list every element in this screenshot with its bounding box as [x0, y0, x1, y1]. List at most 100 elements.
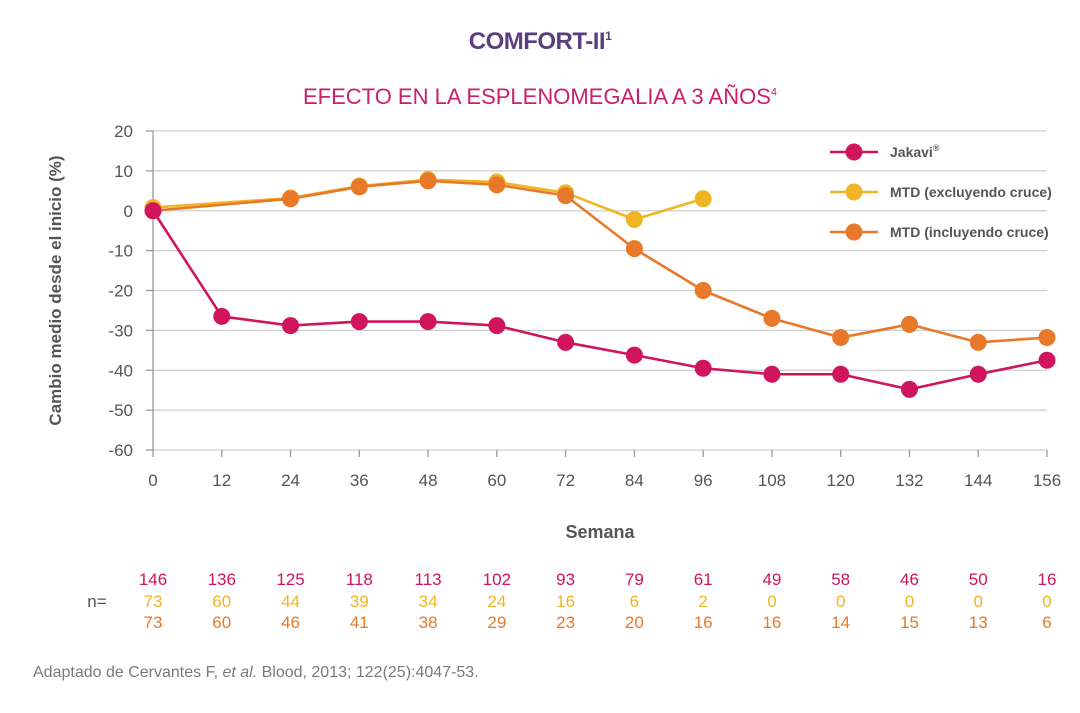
- source-citation-italic: et al.: [222, 664, 258, 681]
- n-table-value: 0: [973, 592, 982, 611]
- n-table-value: 0: [1042, 592, 1051, 611]
- data-point-series-2: [900, 315, 918, 333]
- chart-subtitle: EFECTO EN LA ESPLENOMEGALIA A 3 AÑOS4: [0, 84, 1080, 110]
- source-citation: Adaptado de Cervantes F, et al. Blood, 2…: [33, 664, 479, 682]
- x-tick-label: 72: [556, 471, 575, 490]
- n-table-value: 0: [836, 592, 845, 611]
- data-point-series-0: [350, 313, 368, 331]
- x-tick-label: 144: [964, 471, 992, 490]
- n-table-value: 39: [350, 592, 369, 611]
- n-table-value: 16: [694, 613, 713, 632]
- x-tick-label: 48: [419, 471, 438, 490]
- n-table-value: 60: [212, 613, 231, 632]
- data-point-series-1: [694, 190, 712, 208]
- n-table-value: 38: [419, 613, 438, 632]
- n-table-label: n=: [87, 592, 106, 611]
- n-table-value: 50: [969, 570, 988, 589]
- y-tick-label: -50: [108, 401, 133, 420]
- data-point-series-2: [763, 309, 781, 327]
- n-table-value: 73: [144, 613, 163, 632]
- y-tick-label: 10: [114, 162, 133, 181]
- n-table-value: 93: [556, 570, 575, 589]
- data-point-series-0: [1038, 351, 1056, 369]
- n-table-value: 60: [212, 592, 231, 611]
- data-point-series-0: [144, 202, 162, 220]
- data-point-series-2: [282, 190, 300, 208]
- data-point-series-0: [969, 365, 987, 383]
- y-tick-label: -60: [108, 441, 133, 460]
- x-tick-label: 96: [694, 471, 713, 490]
- n-table-value: 20: [625, 613, 644, 632]
- chart-title: COMFORT-II1: [0, 28, 1080, 56]
- x-tick-label: 24: [281, 471, 300, 490]
- data-point-series-1: [625, 211, 643, 229]
- data-point-series-0: [557, 333, 575, 351]
- x-tick-label: 36: [350, 471, 369, 490]
- n-table-value: 46: [281, 613, 300, 632]
- x-tick-label: 84: [625, 471, 644, 490]
- n-table-value: 15: [900, 613, 919, 632]
- n-table-value: 118: [346, 570, 373, 589]
- data-point-series-2: [625, 240, 643, 258]
- n-table-value: 24: [487, 592, 506, 611]
- n-table-value: 16: [556, 592, 575, 611]
- y-axis-label: Cambio medio desde el inicio (%): [46, 155, 65, 425]
- n-table-value: 73: [144, 592, 163, 611]
- y-tick-label: 20: [114, 122, 133, 141]
- chart-title-text: COMFORT-II: [468, 28, 606, 55]
- n-table-value: 0: [767, 592, 776, 611]
- chart-subtitle-superscript: 4: [770, 86, 778, 99]
- x-tick-label: 12: [212, 471, 231, 490]
- series-line-0: [151, 210, 1048, 391]
- n-table-value: 6: [630, 592, 639, 611]
- n-table-value: 0: [905, 592, 914, 611]
- x-tick-label: 156: [1033, 471, 1061, 490]
- chart-subtitle-text: EFECTO EN LA ESPLENOMEGALIA A 3 AÑOS: [302, 84, 771, 109]
- n-table-value: 41: [350, 613, 369, 632]
- n-table-value: 49: [762, 570, 781, 589]
- legend-marker: [845, 223, 863, 241]
- n-table-value: 113: [415, 570, 442, 589]
- chart-title-superscript: 1: [605, 29, 612, 43]
- n-table-value: 102: [483, 570, 511, 589]
- x-tick-label: 120: [827, 471, 855, 490]
- data-point-series-0: [832, 365, 850, 383]
- data-point-series-2: [1038, 329, 1056, 347]
- legend-marker: [845, 183, 863, 201]
- source-citation-suffix: Blood, 2013; 122(25):4047-53.: [257, 664, 479, 681]
- data-point-series-2: [969, 333, 987, 351]
- y-tick-label: -40: [108, 361, 133, 380]
- data-point-series-0: [282, 317, 300, 335]
- y-tick-label: 0: [124, 202, 133, 221]
- x-tick-label: 132: [895, 471, 923, 490]
- n-table-value: 6: [1042, 613, 1051, 632]
- x-axis-label: Semana: [565, 522, 635, 542]
- n-table-value: 79: [625, 570, 644, 589]
- data-point-series-2: [694, 282, 712, 299]
- source-citation-prefix: Adaptado de Cervantes F,: [33, 664, 223, 681]
- data-point-series-2: [832, 329, 850, 347]
- n-table-value: 58: [831, 570, 850, 589]
- x-tick-label: 60: [487, 471, 506, 490]
- n-table-value: 23: [556, 613, 575, 632]
- n-table-value: 14: [831, 613, 850, 632]
- data-point-series-0: [488, 317, 506, 335]
- n-table-value: 13: [969, 613, 988, 632]
- n-table-value: 2: [698, 592, 707, 611]
- y-tick-label: -30: [108, 321, 133, 340]
- n-table-value: 29: [487, 613, 506, 632]
- legend-label: Jakavi®: [890, 143, 940, 160]
- data-point-series-0: [419, 313, 437, 331]
- n-table-value: 61: [694, 570, 713, 589]
- legend-label: MTD (incluyendo cruce): [890, 224, 1049, 240]
- data-point-series-0: [625, 346, 643, 364]
- data-point-series-0: [213, 307, 231, 325]
- n-table-value: 46: [900, 570, 919, 589]
- data-point-series-2: [557, 187, 575, 205]
- n-table-value: 16: [762, 613, 781, 632]
- data-point-series-2: [350, 178, 368, 196]
- legend-label-superscript: ®: [933, 143, 940, 153]
- n-table-value: 16: [1038, 570, 1057, 589]
- legend-marker: [845, 143, 863, 161]
